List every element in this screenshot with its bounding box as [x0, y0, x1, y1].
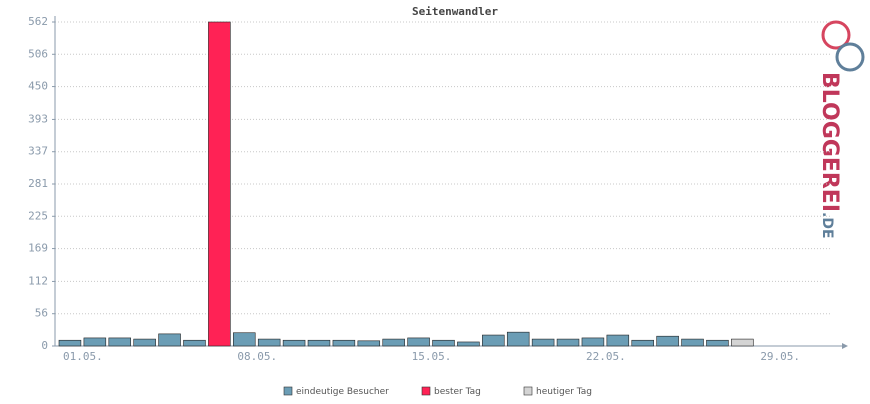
x-tick-label: 15.05. — [412, 350, 452, 363]
y-tick-label: 169 — [28, 242, 48, 255]
bar — [556, 338, 580, 347]
bar — [407, 337, 430, 347]
y-tick-label: 112 — [28, 274, 48, 287]
bar — [158, 333, 181, 347]
bar — [581, 337, 605, 347]
logo-tld: .DE — [819, 212, 835, 239]
y-tick-label: 506 — [28, 47, 48, 60]
y-tick-label: 0 — [41, 339, 48, 352]
bar — [482, 334, 505, 347]
bar — [58, 339, 82, 347]
y-tick-label: 56 — [35, 307, 48, 320]
bar — [332, 339, 356, 347]
y-tick-label: 450 — [28, 80, 48, 93]
bar — [282, 339, 306, 347]
x-tick-label: 29.05. — [760, 350, 800, 363]
bar — [457, 341, 480, 347]
bar — [208, 21, 231, 347]
x-axis-arrow — [842, 343, 848, 349]
y-tick-label: 225 — [28, 209, 48, 222]
bar — [506, 331, 530, 347]
bar — [731, 338, 754, 347]
y-tick-label: 393 — [28, 112, 48, 125]
legend-label: heutiger Tag — [536, 387, 592, 397]
bar — [606, 334, 630, 347]
logo-name: BLOGGEREI — [817, 72, 842, 212]
bar — [108, 337, 132, 347]
legend-swatch — [523, 386, 533, 396]
bar — [681, 338, 704, 347]
bar — [133, 338, 156, 347]
x-tick-label: 01.05. — [63, 350, 103, 363]
y-tick-label: 337 — [28, 145, 48, 158]
y-tick-label: 562 — [28, 15, 48, 28]
bar — [257, 338, 281, 347]
x-tick-label: 08.05. — [237, 350, 277, 363]
bar — [706, 339, 729, 347]
legend-label: eindeutige Besucher — [296, 387, 389, 397]
bar — [631, 339, 654, 347]
bar — [307, 339, 331, 347]
bar — [233, 332, 256, 347]
bar — [357, 340, 381, 347]
bar — [432, 339, 455, 347]
bar — [83, 337, 107, 347]
bar — [382, 338, 405, 347]
bar — [183, 339, 206, 347]
legend-label: bester Tag — [434, 387, 481, 397]
legend-swatch — [283, 386, 293, 396]
logo-text: BLOGGEREI.DE — [817, 72, 842, 239]
chart-title: Seitenwandler — [412, 5, 498, 18]
bar — [656, 335, 679, 347]
legend-swatch — [421, 386, 431, 396]
x-tick-label: 22.05. — [586, 350, 626, 363]
logo-icon — [821, 20, 865, 72]
bar — [531, 338, 555, 347]
y-tick-label: 281 — [28, 177, 48, 190]
